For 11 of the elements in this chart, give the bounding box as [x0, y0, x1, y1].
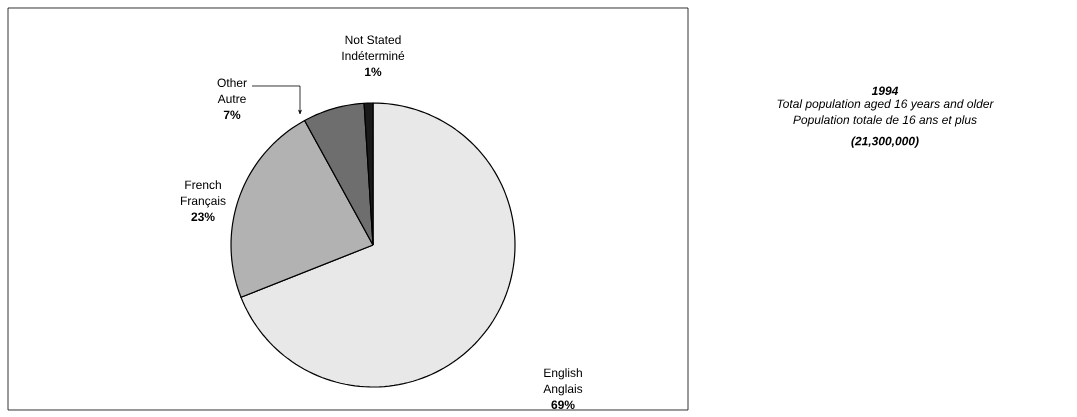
slice-label: English Anglais: [543, 368, 583, 396]
data-label: 23%: [191, 212, 215, 222]
slice-label: French Français: [180, 180, 226, 208]
slice-label: Other Autre: [217, 78, 247, 103]
slice-label: Not Stated Indéterminé: [342, 35, 405, 60]
text: 1994: [871, 86, 899, 96]
text: Total population aged 16 years and older Population totale de 16 ans et plus: [777, 99, 994, 127]
data-label: 69%: [551, 400, 575, 409]
text: (21,300,000): [851, 136, 919, 148]
data-label: 7%: [223, 110, 241, 119]
data-label: 1%: [365, 67, 382, 76]
